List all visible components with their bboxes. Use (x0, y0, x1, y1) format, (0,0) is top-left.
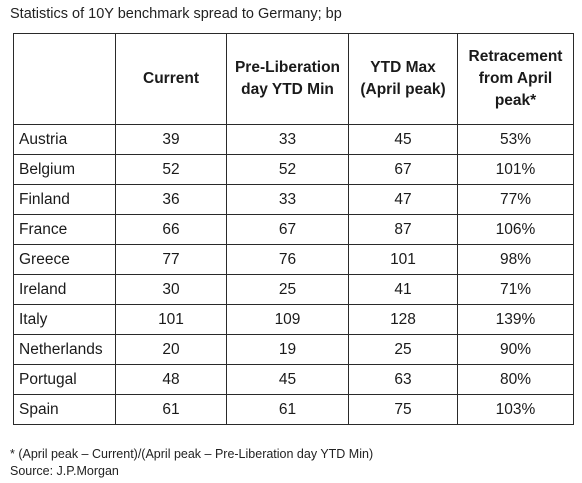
cell-pre-liberation-min: 33 (226, 124, 349, 155)
table-row: Portugal 48 45 63 80% (13, 364, 574, 395)
header-pre-liberation-min: Pre-Liberation day YTD Min (226, 33, 349, 125)
header-current: Current (115, 33, 227, 125)
cell-pre-liberation-min: 45 (226, 364, 349, 395)
header-retracement: Retracement from April peak* (457, 33, 574, 125)
cell-retracement: 106% (457, 214, 574, 245)
cell-country: Ireland (13, 274, 116, 305)
cell-pre-liberation-min: 61 (226, 394, 349, 425)
spread-statistics-table: Current Pre-Liberation day YTD Min YTD M… (13, 33, 574, 425)
cell-ytd-max: 87 (348, 214, 458, 245)
cell-current: 20 (115, 334, 227, 365)
cell-ytd-max: 47 (348, 184, 458, 215)
table-row: France 66 67 87 106% (13, 214, 574, 245)
cell-ytd-max: 45 (348, 124, 458, 155)
header-ytd-max: YTD Max (April peak) (348, 33, 458, 125)
cell-country: France (13, 214, 116, 245)
cell-country: Austria (13, 124, 116, 155)
cell-country: Finland (13, 184, 116, 215)
table-row: Finland 36 33 47 77% (13, 184, 574, 215)
cell-retracement: 101% (457, 154, 574, 185)
cell-ytd-max: 101 (348, 244, 458, 275)
cell-country: Spain (13, 394, 116, 425)
table-body: Austria 39 33 45 53% Belgium 52 52 67 101% Finland… (13, 124, 574, 425)
cell-country: Italy (13, 304, 116, 335)
cell-ytd-max: 128 (348, 304, 458, 335)
cell-current: 48 (115, 364, 227, 395)
cell-current: 66 (115, 214, 227, 245)
table-row: Spain 61 61 75 103% (13, 394, 574, 425)
cell-retracement: 139% (457, 304, 574, 335)
footnote: * (April peak – Current)/(April peak – P… (10, 447, 374, 461)
cell-ytd-max: 41 (348, 274, 458, 305)
cell-pre-liberation-min: 52 (226, 154, 349, 185)
cell-ytd-max: 75 (348, 394, 458, 425)
table-row: Austria 39 33 45 53% (13, 124, 574, 155)
cell-current: 101 (115, 304, 227, 335)
cell-retracement: 90% (457, 334, 574, 365)
cell-retracement: 77% (457, 184, 574, 215)
table-row: Italy 101 109 128 139% (13, 304, 574, 335)
table-row: Ireland 30 25 41 71% (13, 274, 574, 305)
cell-current: 36 (115, 184, 227, 215)
cell-pre-liberation-min: 19 (226, 334, 349, 365)
cell-current: 30 (115, 274, 227, 305)
cell-retracement: 80% (457, 364, 574, 395)
cell-pre-liberation-min: 33 (226, 184, 349, 215)
table-row: Greece 77 76 101 98% (13, 244, 574, 275)
cell-current: 52 (115, 154, 227, 185)
cell-country: Netherlands (13, 334, 116, 365)
header-row: Current Pre-Liberation day YTD Min YTD M… (13, 33, 574, 125)
table-row: Belgium 52 52 67 101% (13, 154, 574, 185)
cell-pre-liberation-min: 25 (226, 274, 349, 305)
cell-current: 61 (115, 394, 227, 425)
cell-country: Portugal (13, 364, 116, 395)
cell-retracement: 53% (457, 124, 574, 155)
cell-pre-liberation-min: 67 (226, 214, 349, 245)
source-note: Source: J.P.Morgan (10, 464, 119, 478)
cell-ytd-max: 63 (348, 364, 458, 395)
cell-current: 77 (115, 244, 227, 275)
cell-retracement: 71% (457, 274, 574, 305)
cell-pre-liberation-min: 109 (226, 304, 349, 335)
table-title: Statistics of 10Y benchmark spread to Ge… (10, 6, 342, 22)
header-country (13, 33, 116, 125)
cell-retracement: 103% (457, 394, 574, 425)
cell-country: Greece (13, 244, 116, 275)
cell-ytd-max: 67 (348, 154, 458, 185)
table-row: Netherlands 20 19 25 90% (13, 334, 574, 365)
cell-ytd-max: 25 (348, 334, 458, 365)
cell-country: Belgium (13, 154, 116, 185)
cell-current: 39 (115, 124, 227, 155)
cell-retracement: 98% (457, 244, 574, 275)
cell-pre-liberation-min: 76 (226, 244, 349, 275)
